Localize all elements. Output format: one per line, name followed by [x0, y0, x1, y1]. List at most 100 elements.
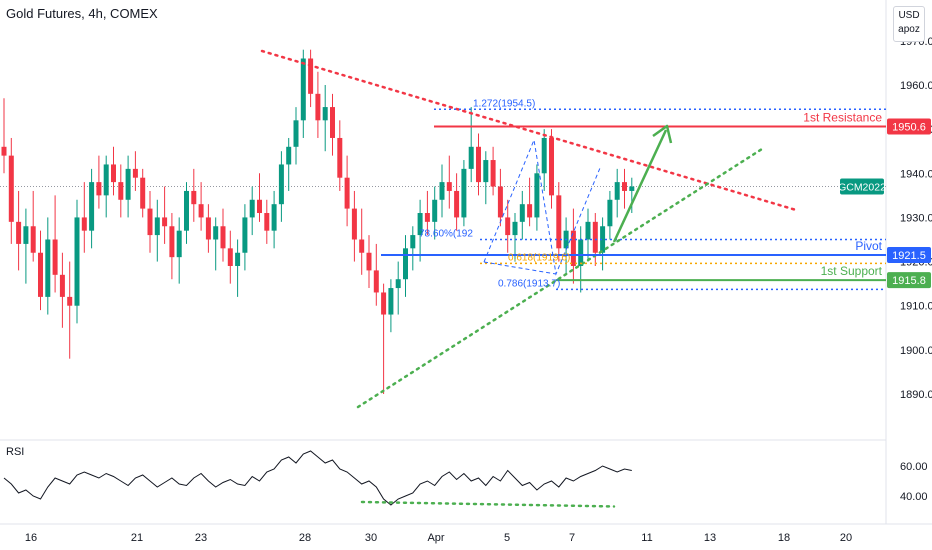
time-tick-label: 18 [778, 532, 790, 544]
time-tick-label: 5 [504, 532, 510, 544]
candle-body [570, 230, 576, 266]
candle-body [191, 190, 197, 205]
candle-body [483, 160, 489, 183]
candle-body [578, 239, 584, 266]
fib-label: 0.618(1919.6) [508, 252, 570, 263]
rsi-axis[interactable]: 40.00 60.00 [900, 461, 928, 503]
drawing-layer-front: 1st Resistance Pivot 1st Support 1.272(1954… [260, 49, 886, 409]
candle-body [344, 177, 350, 209]
candle-body [59, 274, 65, 297]
candle-body [227, 248, 233, 266]
candle-body [242, 217, 248, 253]
candle-body [147, 208, 153, 236]
price-tag-text: 1915.8 [892, 275, 926, 287]
candle-body [315, 93, 321, 121]
candle-body [468, 146, 474, 169]
candle-body [505, 217, 511, 236]
time-tick-label: Apr [427, 532, 444, 544]
candle-body [300, 58, 306, 121]
candles [1, 49, 635, 394]
candle-body [629, 186, 635, 191]
rsi-trendline [360, 500, 616, 508]
candle-body [169, 226, 175, 258]
candle-body [446, 182, 452, 191]
price-tick-label: 1960.0 [900, 80, 932, 92]
candle-body [417, 213, 423, 236]
candle-body [622, 182, 627, 191]
candle-body [30, 226, 36, 253]
candle-body [476, 146, 481, 183]
time-axis[interactable]: 16 21 23 28 30 Apr 5 7 11 13 18 20 [25, 532, 852, 544]
candle-body [89, 182, 95, 231]
price-tags: 1950.6 1921.5 1915.8 GCM2022 [838, 118, 931, 289]
time-tick-label: 16 [25, 532, 37, 544]
candle-body [220, 226, 226, 249]
price-tick-label: 1890.0 [900, 389, 932, 401]
candle-body [403, 248, 408, 280]
fib-label: 78.60%(192 [419, 229, 473, 240]
candle-body [96, 182, 102, 196]
rsi-tick-label: 40.00 [900, 491, 928, 503]
candle-body [424, 213, 430, 222]
candle-body [556, 195, 562, 249]
candle-body [439, 182, 445, 200]
candle-body [103, 164, 109, 196]
candle-body [330, 107, 335, 138]
symbol-title[interactable]: Gold Futures, 4h, COMEX [6, 6, 158, 21]
time-tick-label: 23 [195, 532, 207, 544]
candle-body [534, 173, 540, 218]
price-tag-text: 1921.5 [892, 250, 926, 262]
candle-body [410, 235, 416, 249]
candle-body [490, 160, 496, 187]
candle-body [461, 168, 467, 218]
price-tick-label: 1910.0 [900, 301, 932, 313]
candle-body [585, 221, 591, 240]
candle-body [132, 168, 138, 178]
candle-body [8, 155, 14, 222]
candle-body [118, 182, 124, 200]
candle-body [271, 204, 277, 231]
candle-body [432, 199, 438, 222]
candle-body [52, 239, 58, 275]
time-tick-label: 21 [131, 532, 143, 544]
harmonic-pattern-line [483, 138, 601, 276]
candle-body [176, 230, 182, 258]
currency-label: USD [898, 10, 920, 21]
candle-body [111, 164, 116, 183]
candle-body [549, 137, 554, 196]
time-tick-label: 20 [840, 532, 852, 544]
candle-body [497, 186, 503, 218]
price-tag-text: 1950.6 [892, 121, 926, 133]
candle-body [286, 146, 292, 165]
candle-body [264, 213, 270, 231]
candle-body [322, 107, 328, 121]
candle-body [235, 252, 241, 266]
projection-arrow [612, 129, 668, 243]
candle-body [67, 296, 73, 306]
candle-body [395, 279, 401, 289]
candle-body [541, 137, 547, 174]
candle-body [527, 204, 533, 218]
candle-body [16, 221, 22, 244]
price-tick-label: 1940.0 [900, 168, 932, 180]
candle-body [154, 217, 160, 236]
price-tick-label: 1930.0 [900, 212, 932, 224]
fib-label: 1.272(1954.5) [473, 98, 535, 109]
candle-body [293, 120, 299, 147]
price-tick-label: 1900.0 [900, 345, 932, 357]
currency-selector[interactable]: USD apoz [893, 6, 925, 42]
candle-body [351, 208, 357, 240]
candle-body [213, 226, 219, 240]
rsi-label: RSI [6, 446, 25, 458]
price-tag [887, 272, 931, 289]
candle-body [23, 226, 29, 244]
time-tick-label: 30 [365, 532, 377, 544]
candle-body [81, 217, 87, 231]
projection-arrow-head [652, 124, 673, 144]
rsi-pane [3, 450, 632, 508]
candle-body [140, 177, 146, 209]
price-axis[interactable]: 1890.01900.01910.01920.01930.01940.01950… [900, 36, 932, 401]
candle-body [125, 168, 131, 200]
symbol-tag-text: GCM2022 [838, 182, 886, 194]
